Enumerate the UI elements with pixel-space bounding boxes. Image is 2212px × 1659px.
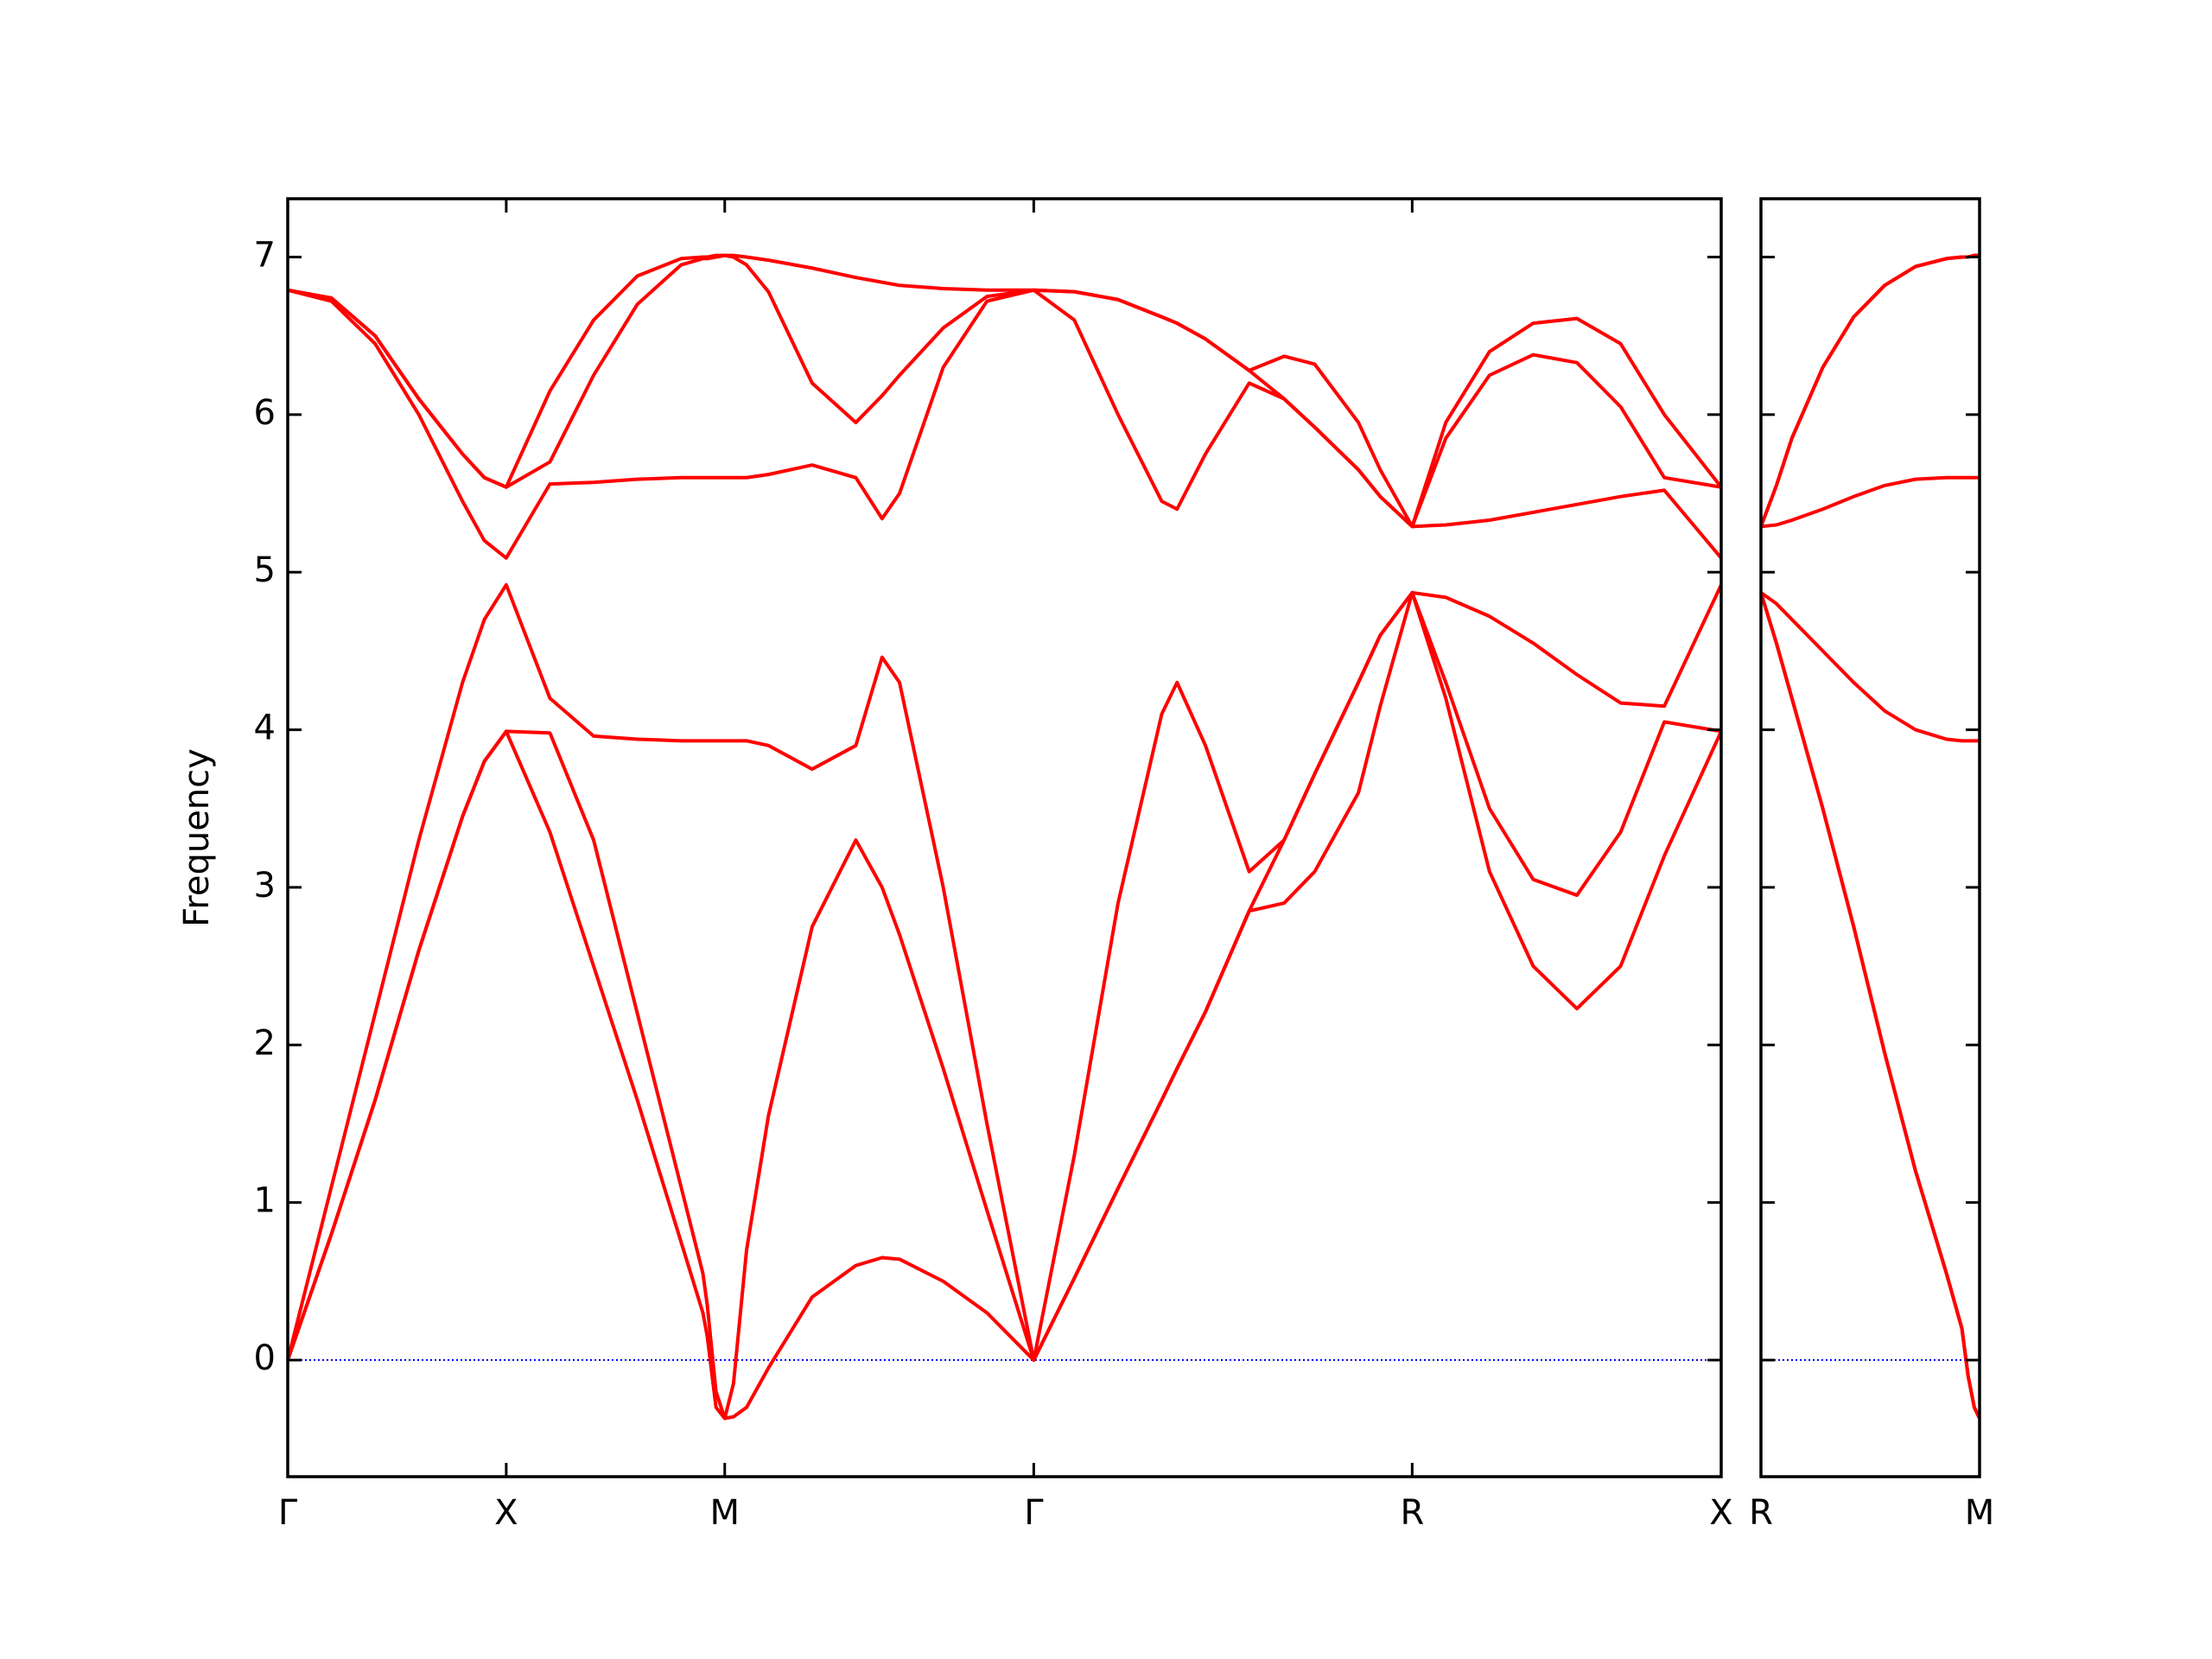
plot-frame xyxy=(1759,197,1981,1478)
y-tick-label: 0 xyxy=(254,1338,276,1378)
band-line xyxy=(1759,591,1980,743)
band-line xyxy=(1759,592,1981,1420)
x-tick-label: R xyxy=(1400,1493,1424,1533)
band-line xyxy=(286,590,1722,1421)
band-line xyxy=(1759,253,1980,528)
band-line xyxy=(1759,253,1980,528)
x-tick-label: Γ xyxy=(278,1493,298,1533)
x-tick-label: Γ xyxy=(1024,1493,1044,1533)
band-line xyxy=(286,582,1723,1363)
x-tick-label: X xyxy=(494,1493,518,1533)
x-tick-label: X xyxy=(1709,1493,1732,1533)
band-line xyxy=(286,590,1723,1421)
band-line xyxy=(287,253,1723,529)
x-tick-label: M xyxy=(710,1493,741,1533)
band-line xyxy=(1760,475,1980,529)
y-tick-label: 7 xyxy=(254,235,276,275)
y-tick-label: 2 xyxy=(254,1023,276,1063)
x-tick-label: M xyxy=(1965,1493,1995,1533)
y-tick-label: 5 xyxy=(254,550,276,590)
y-tick-label: 6 xyxy=(254,393,276,433)
band-line xyxy=(1759,592,1981,1420)
y-tick-label: 1 xyxy=(254,1181,276,1221)
y-axis-label: Frequency xyxy=(177,748,217,927)
y-tick-label: 4 xyxy=(254,709,276,748)
band-line xyxy=(287,288,1723,560)
y-tick-label: 3 xyxy=(254,866,276,906)
plot-frame xyxy=(286,197,1723,1478)
x-tick-label: R xyxy=(1749,1493,1773,1533)
